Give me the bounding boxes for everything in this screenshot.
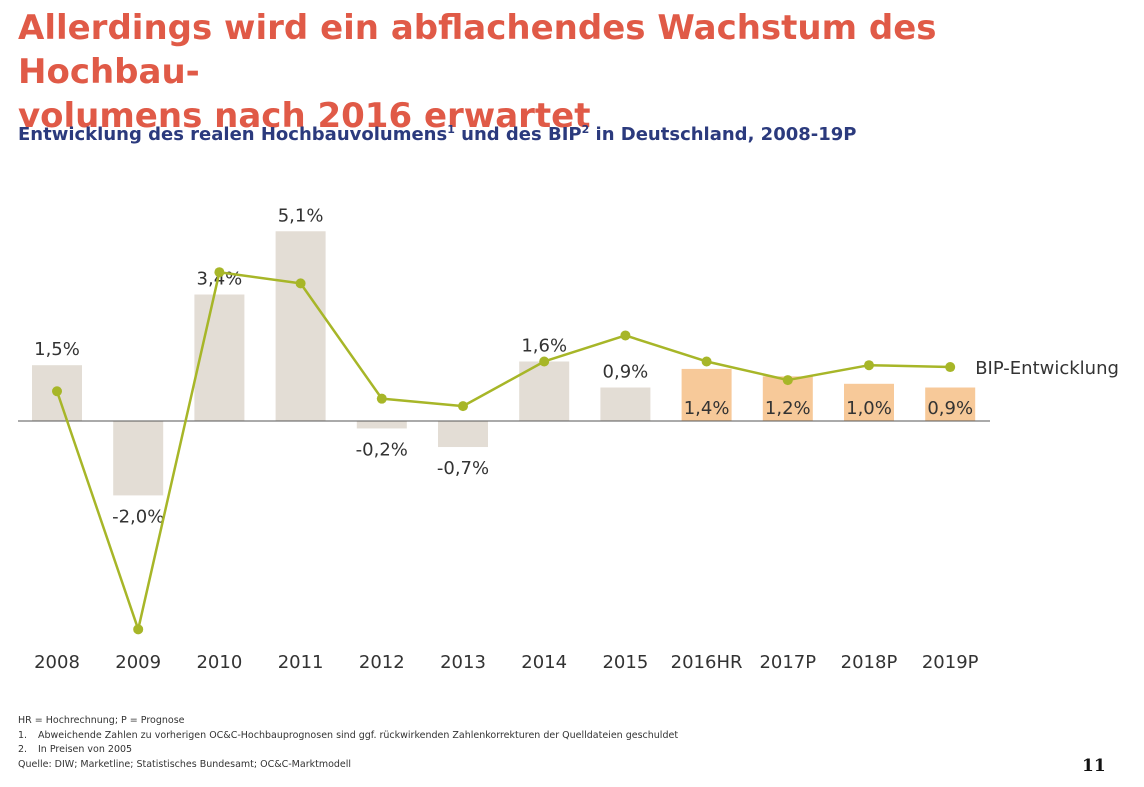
footnote-1: 1. Abweichende Zahlen zu vorherigen OC&C-…: [18, 729, 678, 744]
bar-2010: [194, 294, 245, 421]
category-label-2014: 2014: [521, 652, 567, 673]
bip-point-2019P: [945, 362, 956, 373]
category-label-2011: 2011: [278, 652, 324, 673]
bar-value-label-2018P: 1,0%: [846, 398, 892, 419]
bip-point-2018P: [864, 360, 874, 371]
subtitle-footnote-ref-1: 1: [447, 123, 455, 136]
bar-value-label-2017P: 1,2%: [765, 398, 811, 419]
bar-2011: [275, 231, 326, 421]
bar-value-label-2016HR: 1,4%: [684, 398, 730, 419]
bar-value-label-2013: -0,7%: [437, 458, 489, 479]
footnotes: HR = Hochrechnung; P = Prognose 1. Abweic…: [18, 714, 678, 772]
subtitle-footnote-ref-2: 2: [581, 123, 590, 136]
page-title: Allerdings wird ein abflachendes Wachstu…: [18, 8, 937, 136]
category-label-2009: 2009: [115, 652, 161, 673]
bip-point-2012: [376, 393, 387, 404]
bar-2018P: [844, 383, 894, 421]
bip-series-label: BIP-Entwicklung: [975, 358, 1119, 379]
bip-point-2016HR: [701, 356, 712, 367]
bip-point-2015: [620, 330, 631, 341]
subtitle-text-1: Entwicklung des realen Hochbauvolumens: [18, 124, 448, 145]
footnote-abbreviations: HR = Hochrechnung; P = Prognose: [18, 715, 185, 726]
bar-value-label-2019P: 0,9%: [927, 398, 973, 419]
bip-line: [55, 270, 951, 631]
category-label-2008: 2008: [34, 652, 80, 673]
category-label-2013: 2013: [440, 652, 486, 673]
bip-point-2017P: [782, 375, 793, 386]
bar-2012: [356, 421, 407, 429]
bar-2016HR: [681, 368, 732, 421]
source-note: Quelle: DIW; Marketline; Statistisches B…: [18, 758, 352, 770]
bar-value-label-2012: -0,2%: [356, 439, 408, 460]
bip-point-2013: [458, 401, 468, 412]
bar-2015: [600, 387, 651, 421]
bip-point-2011: [295, 278, 306, 289]
bar-2013: [438, 421, 488, 448]
bip-point-2009: [133, 624, 144, 635]
footnote-1-text: Abweichende Zahlen zu vorherigen OC&C-Ho…: [38, 729, 679, 741]
footnote-2: 2. In Preisen von 2005: [18, 743, 678, 758]
bar-value-label-2015: 0,9%: [603, 362, 649, 383]
category-label-2016HR: 2016HR: [671, 652, 743, 673]
footnote-2-text: In Preisen von 2005: [38, 744, 133, 755]
bip-point-2008: [52, 386, 62, 397]
category-label-2012: 2012: [359, 652, 405, 673]
chart-subtitle: Entwicklung des realen Hochbauvolumens1 …: [18, 118, 856, 147]
category-label-2019P: 2019P: [922, 652, 979, 673]
page-number: 11: [1082, 756, 1106, 776]
category-label-2010: 2010: [196, 652, 242, 673]
bar-2009: [113, 421, 164, 496]
category-label-2018P: 2018P: [841, 652, 898, 673]
footnote-1-number: 1.: [18, 729, 28, 741]
footnote-2-number: 2.: [18, 744, 28, 755]
subtitle-text-2: und des BIP: [454, 124, 582, 145]
bip-point-2010: [214, 267, 225, 278]
bar-value-label-2011: 5,1%: [278, 205, 324, 226]
bip-point-2014: [539, 356, 550, 367]
bar-value-label-2008: 1,5%: [34, 339, 80, 360]
bar-2019P: [925, 387, 976, 421]
subtitle-text-3: in Deutschland, 2008-19P: [589, 124, 857, 145]
category-label-2017P: 2017P: [759, 652, 816, 673]
bar-value-label-2014: 1,6%: [521, 335, 567, 356]
bar-value-label-2009: -2,0%: [112, 506, 164, 527]
category-label-2015: 2015: [602, 652, 648, 673]
